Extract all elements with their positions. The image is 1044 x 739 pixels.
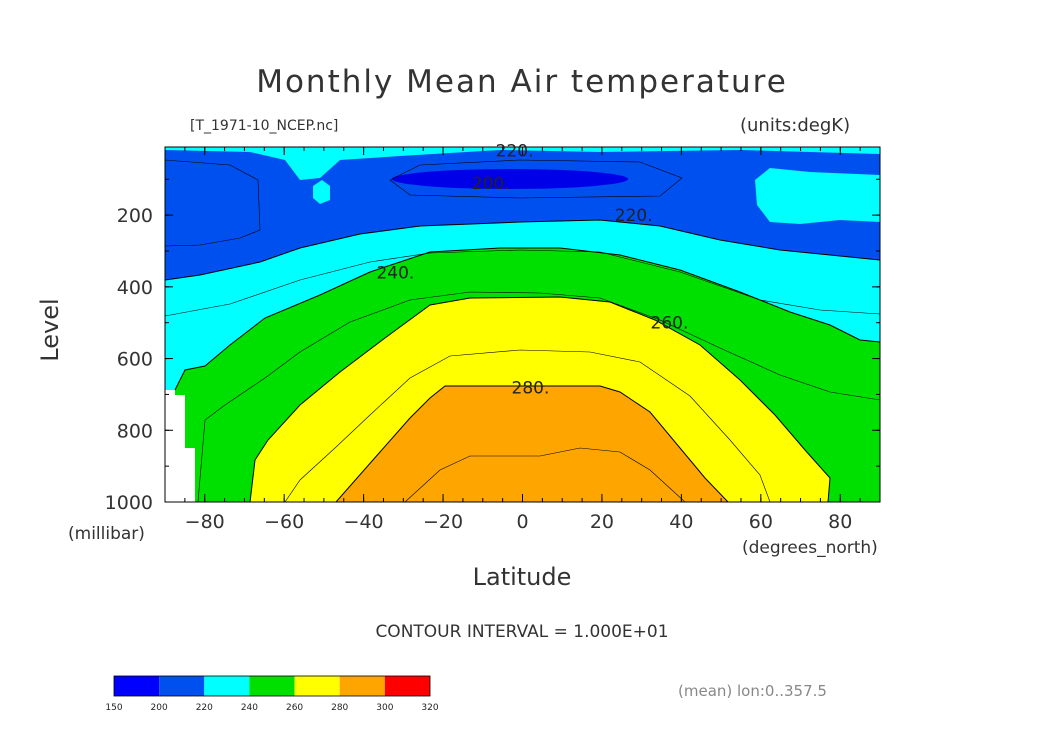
axis-ticks: −80 −60 −40 −20 0 20 40 60 80 200 400 600 800 1000 (105, 147, 880, 533)
colorbar-label: 200 (151, 703, 168, 713)
x-tick-label: 60 (749, 511, 773, 533)
contour-line (284, 349, 771, 502)
colorbar-label: 260 (286, 703, 303, 713)
contour-line (249, 296, 831, 502)
x-tick-label: 0 (516, 511, 528, 533)
y-tick-label: 600 (117, 349, 153, 371)
y-tick-label: 400 (117, 277, 153, 299)
x-tick-label: −20 (423, 511, 463, 533)
missing-data-mask (165, 390, 195, 502)
contour-interval-label: CONTOUR INTERVAL = 1.000E+01 (375, 622, 669, 642)
contour-label: 220. (615, 206, 653, 226)
colorbar-swatch (384, 676, 430, 696)
contour-line (404, 447, 686, 502)
contour-line (335, 385, 729, 502)
fill-band-220-240-right (755, 168, 880, 224)
x-units-label: (degrees_north) (742, 538, 878, 558)
fill-band-150-200-core (392, 169, 628, 189)
y-tick-label: 1000 (105, 492, 153, 514)
contour-line (165, 159, 261, 247)
colorbar-swatch (204, 676, 250, 696)
x-tick-label: 40 (669, 511, 693, 533)
colorbar-swatch (159, 676, 205, 696)
colorbar-swatch (114, 676, 160, 696)
contour-label: 220. (496, 142, 534, 162)
contour-line (165, 219, 880, 281)
colorbar-label: 240 (241, 703, 258, 713)
x-tick-label: 20 (590, 511, 614, 533)
colorbar-swatch (249, 676, 295, 696)
contour-line (165, 249, 880, 317)
file-label: [T_1971-10_NCEP.nc] (190, 118, 339, 134)
contour-line (174, 247, 880, 391)
contour-line (197, 291, 880, 502)
y-tick-label: 200 (117, 205, 153, 227)
contour-label: 280. (512, 378, 550, 398)
colorbar-frame (113, 675, 431, 697)
y-tick-label: 800 (117, 420, 153, 442)
colorbar-label: 300 (376, 703, 393, 713)
colorbar-label: 220 (196, 703, 213, 713)
x-tick-label: 80 (828, 511, 852, 533)
colorbar-label: 320 (421, 703, 438, 713)
contour-line-layer (165, 159, 880, 502)
fill-band-220-240-top (165, 147, 880, 180)
units-label: (units:degK) (740, 115, 851, 136)
x-tick-label: −80 (185, 511, 225, 533)
contour-label: 260. (651, 314, 689, 334)
x-axis-label: Latitude (472, 563, 572, 591)
colorbar-swatch (294, 676, 340, 696)
contour-label: 200. (472, 174, 510, 194)
contour-labels: 220. 200. 220. 240. 260. 280. (376, 142, 688, 399)
colorbar: 150 200 220 240 260 280 300 320 (105, 675, 439, 713)
contour-fill-layer (165, 147, 880, 502)
colorbar-label: 150 (105, 703, 122, 713)
fill-band-220-240-island (313, 180, 330, 204)
x-tick-label: −40 (344, 511, 384, 533)
chart-title: Monthly Mean Air temperature (256, 64, 788, 100)
contour-line (389, 159, 683, 199)
colorbar-swatch (339, 676, 385, 696)
colorbar-label: 280 (331, 703, 348, 713)
contour-label: 240. (376, 264, 414, 284)
x-tick-label: −60 (264, 511, 304, 533)
footer-label: (mean) lon:0..357.5 (678, 682, 827, 700)
y-units-label: (millibar) (68, 524, 145, 544)
fill-band-280-300 (336, 386, 728, 502)
